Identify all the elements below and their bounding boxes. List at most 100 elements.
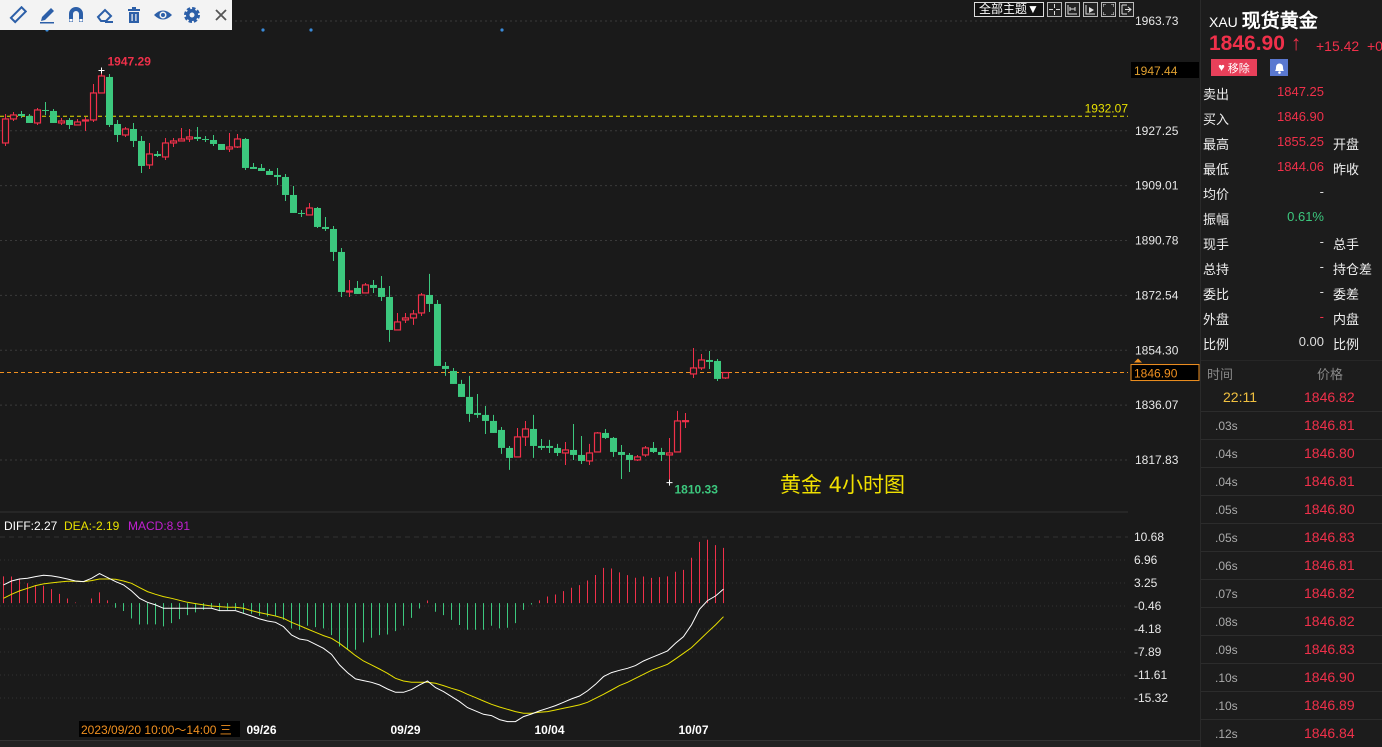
- zoom-range-icon[interactable]: [1064, 2, 1080, 17]
- quote-right-label: 内盘: [1333, 312, 1360, 327]
- theme-dropdown[interactable]: 全部主题▼: [974, 2, 1044, 17]
- quote-right-label: 昨收: [1333, 162, 1360, 177]
- price-axis-label: 1872.54: [1135, 288, 1179, 302]
- tick-time: .08s: [1215, 615, 1238, 629]
- tick-price: 1846.82: [1304, 585, 1355, 601]
- pencil-icon[interactable]: [37, 5, 57, 25]
- tick-price: 1846.80: [1304, 445, 1355, 461]
- candle-down: [250, 162, 257, 169]
- quote-row: 现手 - 总手: [1201, 230, 1382, 255]
- candle-body: [650, 447, 657, 452]
- macd-axis-label: 6.96: [1134, 553, 1158, 567]
- quote-value: -: [1319, 259, 1324, 274]
- candle-body: [697, 359, 706, 369]
- tick-time: .04s: [1215, 447, 1238, 461]
- macd-legend-macd: MACD:8.91: [128, 519, 190, 533]
- candle-body: [417, 294, 426, 314]
- candle-down: [242, 137, 249, 170]
- chart-title: 黄金 4小时图: [780, 473, 905, 497]
- fullscreen-icon[interactable]: [1100, 2, 1116, 17]
- bottom-tab-strip[interactable]: [0, 740, 1200, 747]
- tick-row: .06s 1846.81: [1201, 552, 1382, 580]
- candle-down: [138, 135, 145, 173]
- candle-body: [578, 454, 585, 461]
- tick-row: .03s 1846.81: [1201, 412, 1382, 440]
- close-icon[interactable]: [211, 5, 231, 25]
- crosshair-price-label: 1947.44: [1134, 64, 1178, 78]
- candle-body: [242, 138, 249, 168]
- price-chart[interactable]: 1963.73 1927.25 1909.01 1890.78 1872.54 1854.…: [0, 0, 1200, 747]
- candle-body: [330, 228, 337, 252]
- candle-down: [314, 206, 321, 228]
- candle-down: [378, 275, 385, 301]
- trash-icon[interactable]: [124, 5, 144, 25]
- current-price-label: 1846.90: [1134, 367, 1178, 381]
- candle-body: [338, 251, 345, 292]
- candle-down: [458, 379, 465, 397]
- tick-time: .05s: [1215, 503, 1238, 517]
- up-arrow-icon: ↑: [1290, 32, 1302, 55]
- tick-row: .10s 1846.90: [1201, 664, 1382, 692]
- candle-body: [386, 296, 393, 330]
- change-value: +15.42: [1316, 38, 1360, 54]
- ticks-header: 时间 价格: [1201, 360, 1382, 382]
- candle-body: [610, 437, 617, 452]
- candle-body: [618, 451, 625, 455]
- candle-down: [66, 117, 73, 129]
- candle-body: [169, 140, 178, 144]
- candle-down: [18, 110, 25, 118]
- low-marker-icon: [666, 479, 673, 486]
- alert-bell-button[interactable]: [1270, 59, 1288, 76]
- candle-body: [210, 139, 217, 144]
- candle-up: [185, 128, 194, 142]
- ruler-icon[interactable]: [8, 5, 28, 25]
- candle-up: [57, 117, 66, 125]
- quote-label: 最高: [1203, 137, 1230, 152]
- candle-body: [498, 429, 505, 448]
- candle-body: [66, 119, 73, 125]
- symbol: XAU: [1209, 14, 1238, 30]
- candle-down: [210, 134, 217, 146]
- play-icon[interactable]: [1082, 2, 1098, 17]
- candle-body: [409, 313, 418, 319]
- eraser-icon[interactable]: [95, 5, 115, 25]
- quote-value: 1855.25: [1277, 134, 1324, 149]
- candle-body: [401, 317, 410, 321]
- remove-watchlist-button[interactable]: ♥ 移除: [1211, 59, 1257, 76]
- tick-row: 22:11 1846.82: [1201, 384, 1382, 412]
- candle-down: [650, 441, 657, 453]
- candle-down: [218, 143, 225, 150]
- quote-value: 1844.06: [1277, 159, 1324, 174]
- gear-icon[interactable]: [182, 5, 202, 25]
- candle-body: [681, 420, 690, 423]
- quote-value: -: [1319, 284, 1324, 299]
- candle-up: [417, 292, 426, 316]
- candle-body: [298, 212, 305, 214]
- candle-body: [50, 110, 57, 123]
- candle-down: [106, 73, 113, 127]
- crosshair-icon[interactable]: [1046, 2, 1062, 17]
- candle-body: [114, 123, 121, 135]
- tick-row: .04s 1846.80: [1201, 440, 1382, 468]
- quote-value: -: [1319, 234, 1324, 249]
- candle-down: [474, 393, 481, 418]
- quote-row: 外盘 - 内盘: [1201, 305, 1382, 330]
- quote-row: 振幅 0.61%: [1201, 205, 1382, 230]
- candle-body: [345, 290, 354, 293]
- cursor-time-box: [79, 721, 240, 737]
- magnet-icon[interactable]: [66, 5, 86, 25]
- candle-up: [177, 127, 186, 142]
- low-price-label: 1810.33: [675, 483, 719, 497]
- tick-time: .10s: [1215, 671, 1238, 685]
- candle-body: [121, 128, 130, 136]
- exit-icon[interactable]: [1118, 2, 1134, 17]
- candle-body: [658, 451, 665, 455]
- quote-value: 1846.90: [1277, 109, 1324, 124]
- candle-body: [626, 454, 633, 460]
- tick-price: 1846.81: [1304, 417, 1355, 433]
- current-price-box: [1130, 364, 1200, 382]
- candle-down: [322, 216, 329, 231]
- eye-icon[interactable]: [153, 5, 173, 25]
- tick-price: 1846.84: [1304, 725, 1355, 741]
